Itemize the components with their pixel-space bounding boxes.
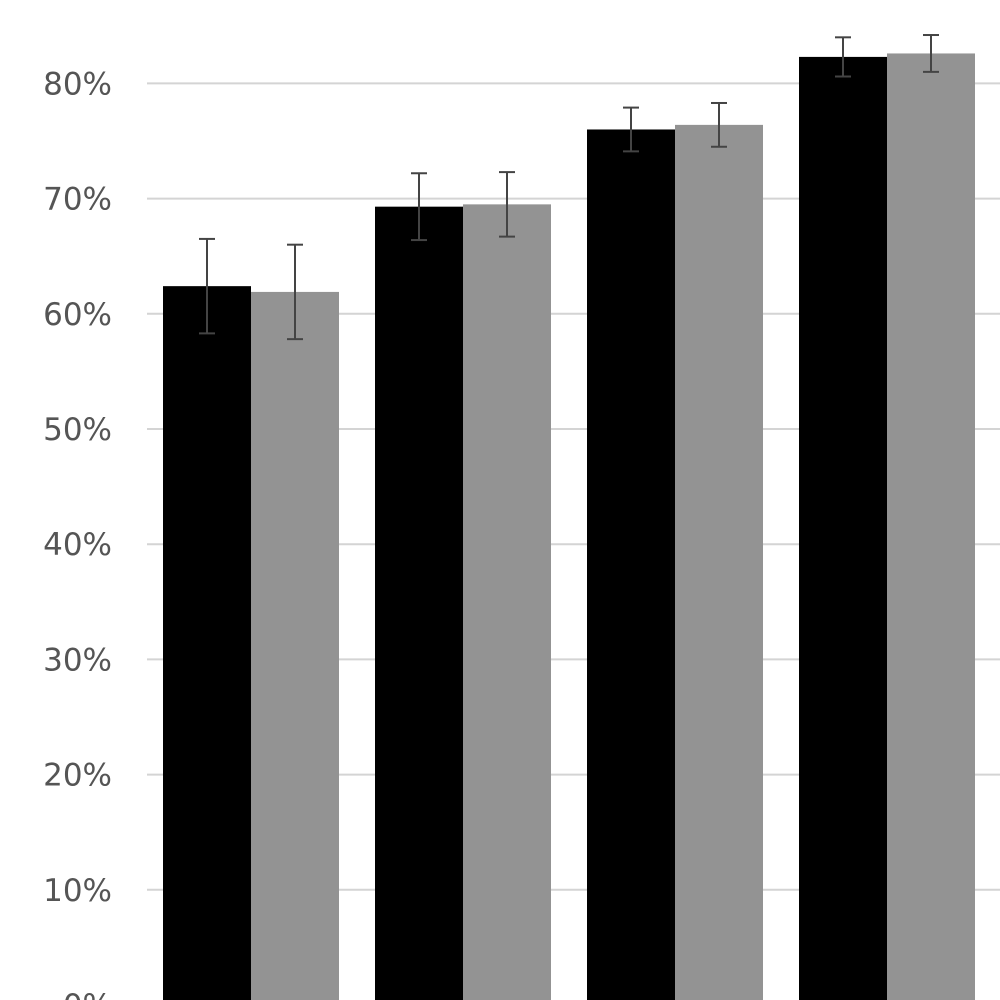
error-bar-series1-group4: [835, 36, 851, 78]
error-bar-series2-group4: [923, 34, 939, 73]
y-tick-label: 0%: [63, 988, 112, 1000]
error-bar-series2-group1: [287, 243, 303, 341]
bar-series2-group4: [887, 53, 975, 1000]
error-bar-series2-group3: [711, 101, 727, 148]
bar-series2-group2: [463, 204, 551, 1000]
error-bar-series1-group2: [411, 172, 427, 242]
bar-series2-group1: [251, 291, 339, 1000]
y-tick-label: 70%: [43, 182, 112, 218]
y-axis-labels: 0% 10% 20% 30% 40% 50% 60% 70% 80%: [43, 66, 112, 1000]
error-bar-series1-group3: [623, 106, 639, 153]
bars: [163, 53, 975, 1000]
bar-series1-group3: [587, 129, 675, 1000]
y-tick-label: 60%: [43, 297, 112, 333]
bar-series2-group3: [675, 124, 763, 1000]
bar-series1-group4: [799, 56, 887, 1000]
bar-series1-group1: [163, 286, 251, 1000]
y-tick-label: 80%: [43, 66, 112, 102]
error-bar-series1-group1: [199, 237, 215, 335]
error-bar-series2-group2: [499, 171, 515, 238]
bar-series1-group2: [375, 206, 463, 1000]
y-tick-label: 30%: [43, 642, 112, 678]
y-tick-label: 10%: [43, 873, 112, 909]
y-tick-label: 40%: [43, 527, 112, 563]
error-bars: [199, 34, 939, 341]
y-tick-label: 20%: [43, 758, 112, 794]
y-tick-label: 50%: [43, 412, 112, 448]
